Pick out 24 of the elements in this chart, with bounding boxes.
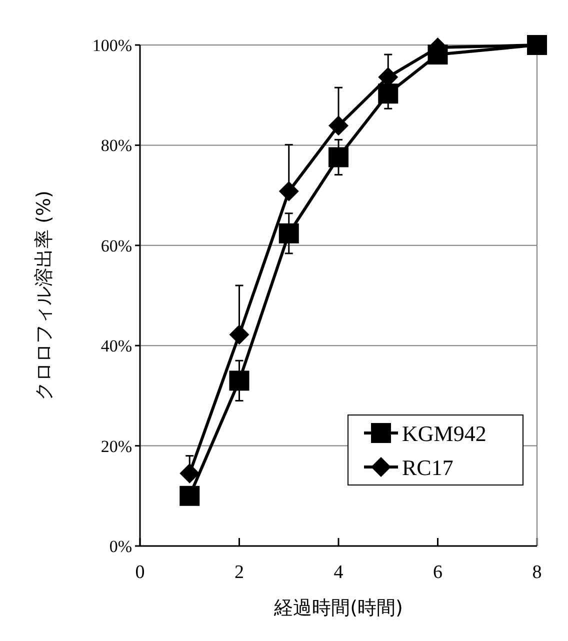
point [229, 324, 250, 345]
y-axis-title: クロロフィル溶出率 (%) [33, 190, 55, 400]
point [180, 463, 200, 484]
x-tick-label: 0 [135, 562, 145, 583]
y-tick-label: 0% [109, 537, 132, 556]
x-tick-label: 2 [234, 562, 244, 583]
point [278, 181, 299, 202]
point [278, 223, 299, 244]
x-tick-label: 4 [334, 562, 344, 583]
y-tick-label: 40% [100, 336, 132, 356]
legend-label: KGM942 [402, 421, 486, 446]
point [328, 116, 348, 136]
y-tick-label: 100% [92, 36, 132, 55]
y-tick-label: 80% [100, 136, 132, 156]
y-tick-label: 60% [100, 236, 132, 256]
point [180, 486, 200, 506]
point [378, 84, 398, 104]
legend-label: RC17 [402, 455, 454, 480]
x-tick-label: 6 [433, 562, 442, 583]
point [229, 370, 250, 391]
x-axis-title: 経過時間(時間) [273, 597, 403, 619]
x-tick-label: 8 [532, 562, 542, 583]
y-tick-label: 20% [100, 436, 132, 456]
point [328, 147, 348, 168]
